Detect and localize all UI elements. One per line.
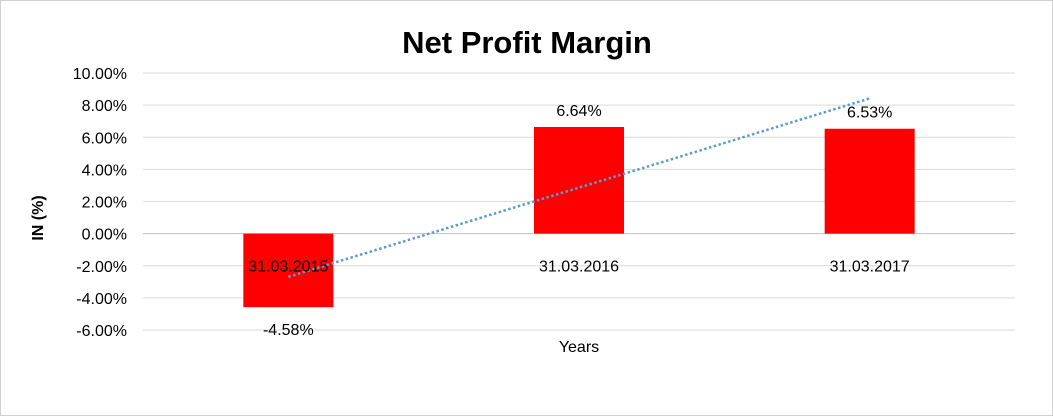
bar-31.03.2017 <box>824 128 915 234</box>
y-tick-label: -4.00% <box>76 291 127 308</box>
y-axis-ticks: 10.00% 8.00% 6.00% 4.00% 2.00% 0.00% -2.00% -4.… <box>73 66 127 340</box>
y-axis-title: IN (%) <box>30 195 47 240</box>
y-tick-label: -6.00% <box>76 323 127 340</box>
trendline-layer <box>287 97 871 279</box>
y-tick-label: 0.00% <box>82 227 127 244</box>
data-labels: -4.58% 6.64% 6.53% <box>263 103 892 339</box>
y-tick-label: 10.00% <box>73 66 127 83</box>
chart-title: Net Profit Margin <box>402 25 652 60</box>
y-tick-label: -2.00% <box>76 259 127 276</box>
data-label: 6.53% <box>847 105 892 122</box>
y-tick-label: 2.00% <box>82 195 127 212</box>
x-category-label: 31.03.2016 <box>539 259 619 276</box>
x-axis-categories: 31.03.2015 31.03.2016 31.03.2017 <box>248 259 910 276</box>
data-label: -4.58% <box>263 322 314 339</box>
y-tick-label: 6.00% <box>82 130 127 147</box>
y-tick-label: 4.00% <box>82 162 127 179</box>
x-axis-title: Years <box>559 339 599 356</box>
trendline <box>287 97 871 279</box>
bars <box>243 126 915 308</box>
data-label: 6.64% <box>556 103 601 120</box>
x-category-label: 31.03.2017 <box>830 259 910 276</box>
bar-31.03.2015 <box>243 233 334 308</box>
x-category-label: 31.03.2015 <box>248 259 328 276</box>
bar-31.03.2016 <box>534 126 624 234</box>
y-tick-label: 8.00% <box>82 98 127 115</box>
